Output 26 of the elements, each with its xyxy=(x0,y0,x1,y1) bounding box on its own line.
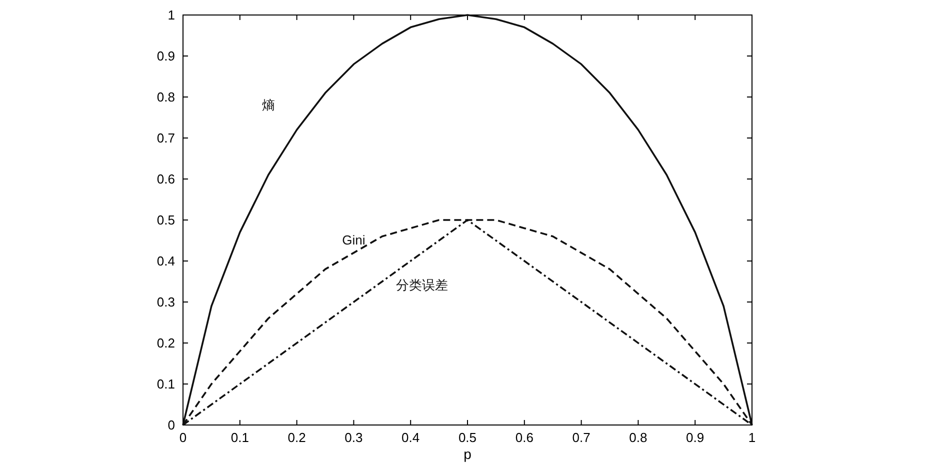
y-tick-label: 0.1 xyxy=(156,376,175,392)
x-tick-label: 0.5 xyxy=(458,430,477,445)
y-tick-label: 0.6 xyxy=(156,172,175,186)
x-tick-label: 0.8 xyxy=(629,430,648,445)
series-label: 分类误差 xyxy=(396,278,448,293)
x-tick-label: 0.7 xyxy=(572,430,590,445)
y-tick-label: 0.3 xyxy=(156,294,175,310)
y-tick-label: 0.7 xyxy=(156,130,175,146)
x-tick-label: 0.2 xyxy=(288,430,306,445)
series-label: Gini xyxy=(342,232,366,248)
x-tick-label: 0.6 xyxy=(515,430,534,445)
y-tick-label: 0.2 xyxy=(156,336,175,350)
y-tick-label: 1 xyxy=(168,8,175,22)
y-tick-label: 0.9 xyxy=(156,48,175,64)
x-axis-title: p xyxy=(464,446,472,462)
y-tick-label: 0.4 xyxy=(156,254,175,268)
x-tick-label: 1 xyxy=(748,430,756,445)
x-tick-label: 0.4 xyxy=(402,430,420,445)
x-tick-label: 0.9 xyxy=(686,430,704,445)
y-tick-label: 0 xyxy=(168,418,175,432)
x-tick-label: 0 xyxy=(179,430,187,445)
x-tick-label: 0.1 xyxy=(230,430,249,445)
y-tick-label: 0.8 xyxy=(156,90,175,104)
y-tick-label: 0.5 xyxy=(156,212,175,228)
text: 熵 xyxy=(262,97,275,112)
x-tick-label: 0.3 xyxy=(344,430,363,445)
